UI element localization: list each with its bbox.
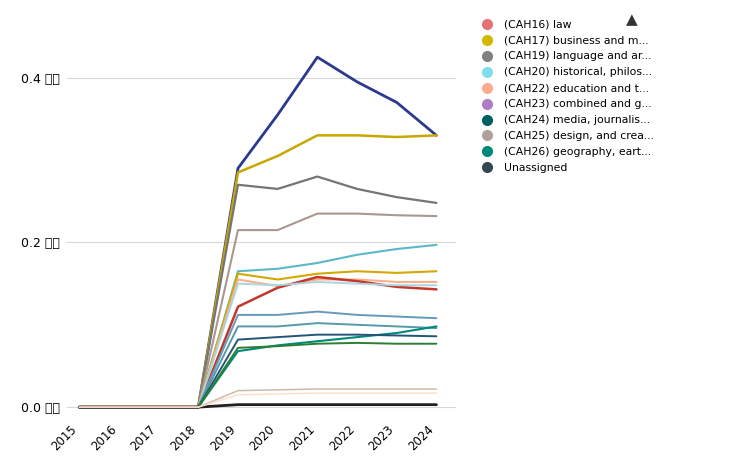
Text: ▲: ▲ xyxy=(626,12,638,27)
Legend: (CAH16) law, (CAH17) business and m..., (CAH19) language and ar..., (CAH20) hist: (CAH16) law, (CAH17) business and m..., … xyxy=(476,19,654,173)
